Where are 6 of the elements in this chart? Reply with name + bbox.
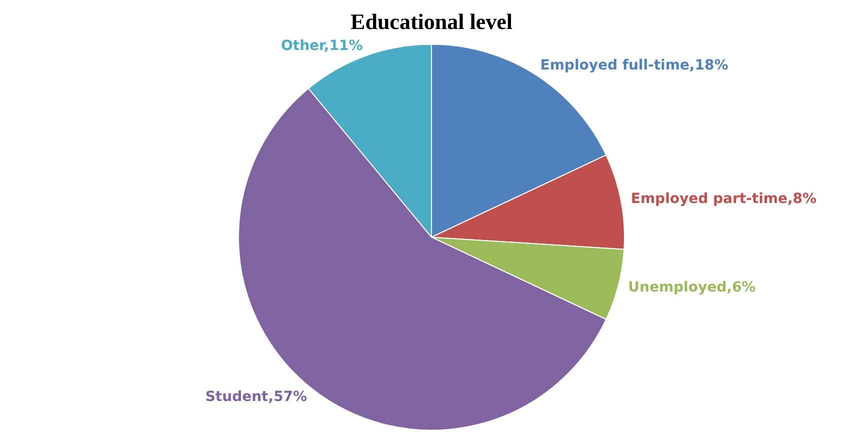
chart-title: Educational level <box>350 8 512 34</box>
slice-label: Employed part-time,8% <box>630 190 817 207</box>
slice-label: Unemployed,6% <box>628 279 756 296</box>
slice-label: Employed full-time,18% <box>540 57 728 74</box>
slice-label: Student,57% <box>205 389 308 406</box>
slice-label: Other,11% <box>281 38 363 54</box>
